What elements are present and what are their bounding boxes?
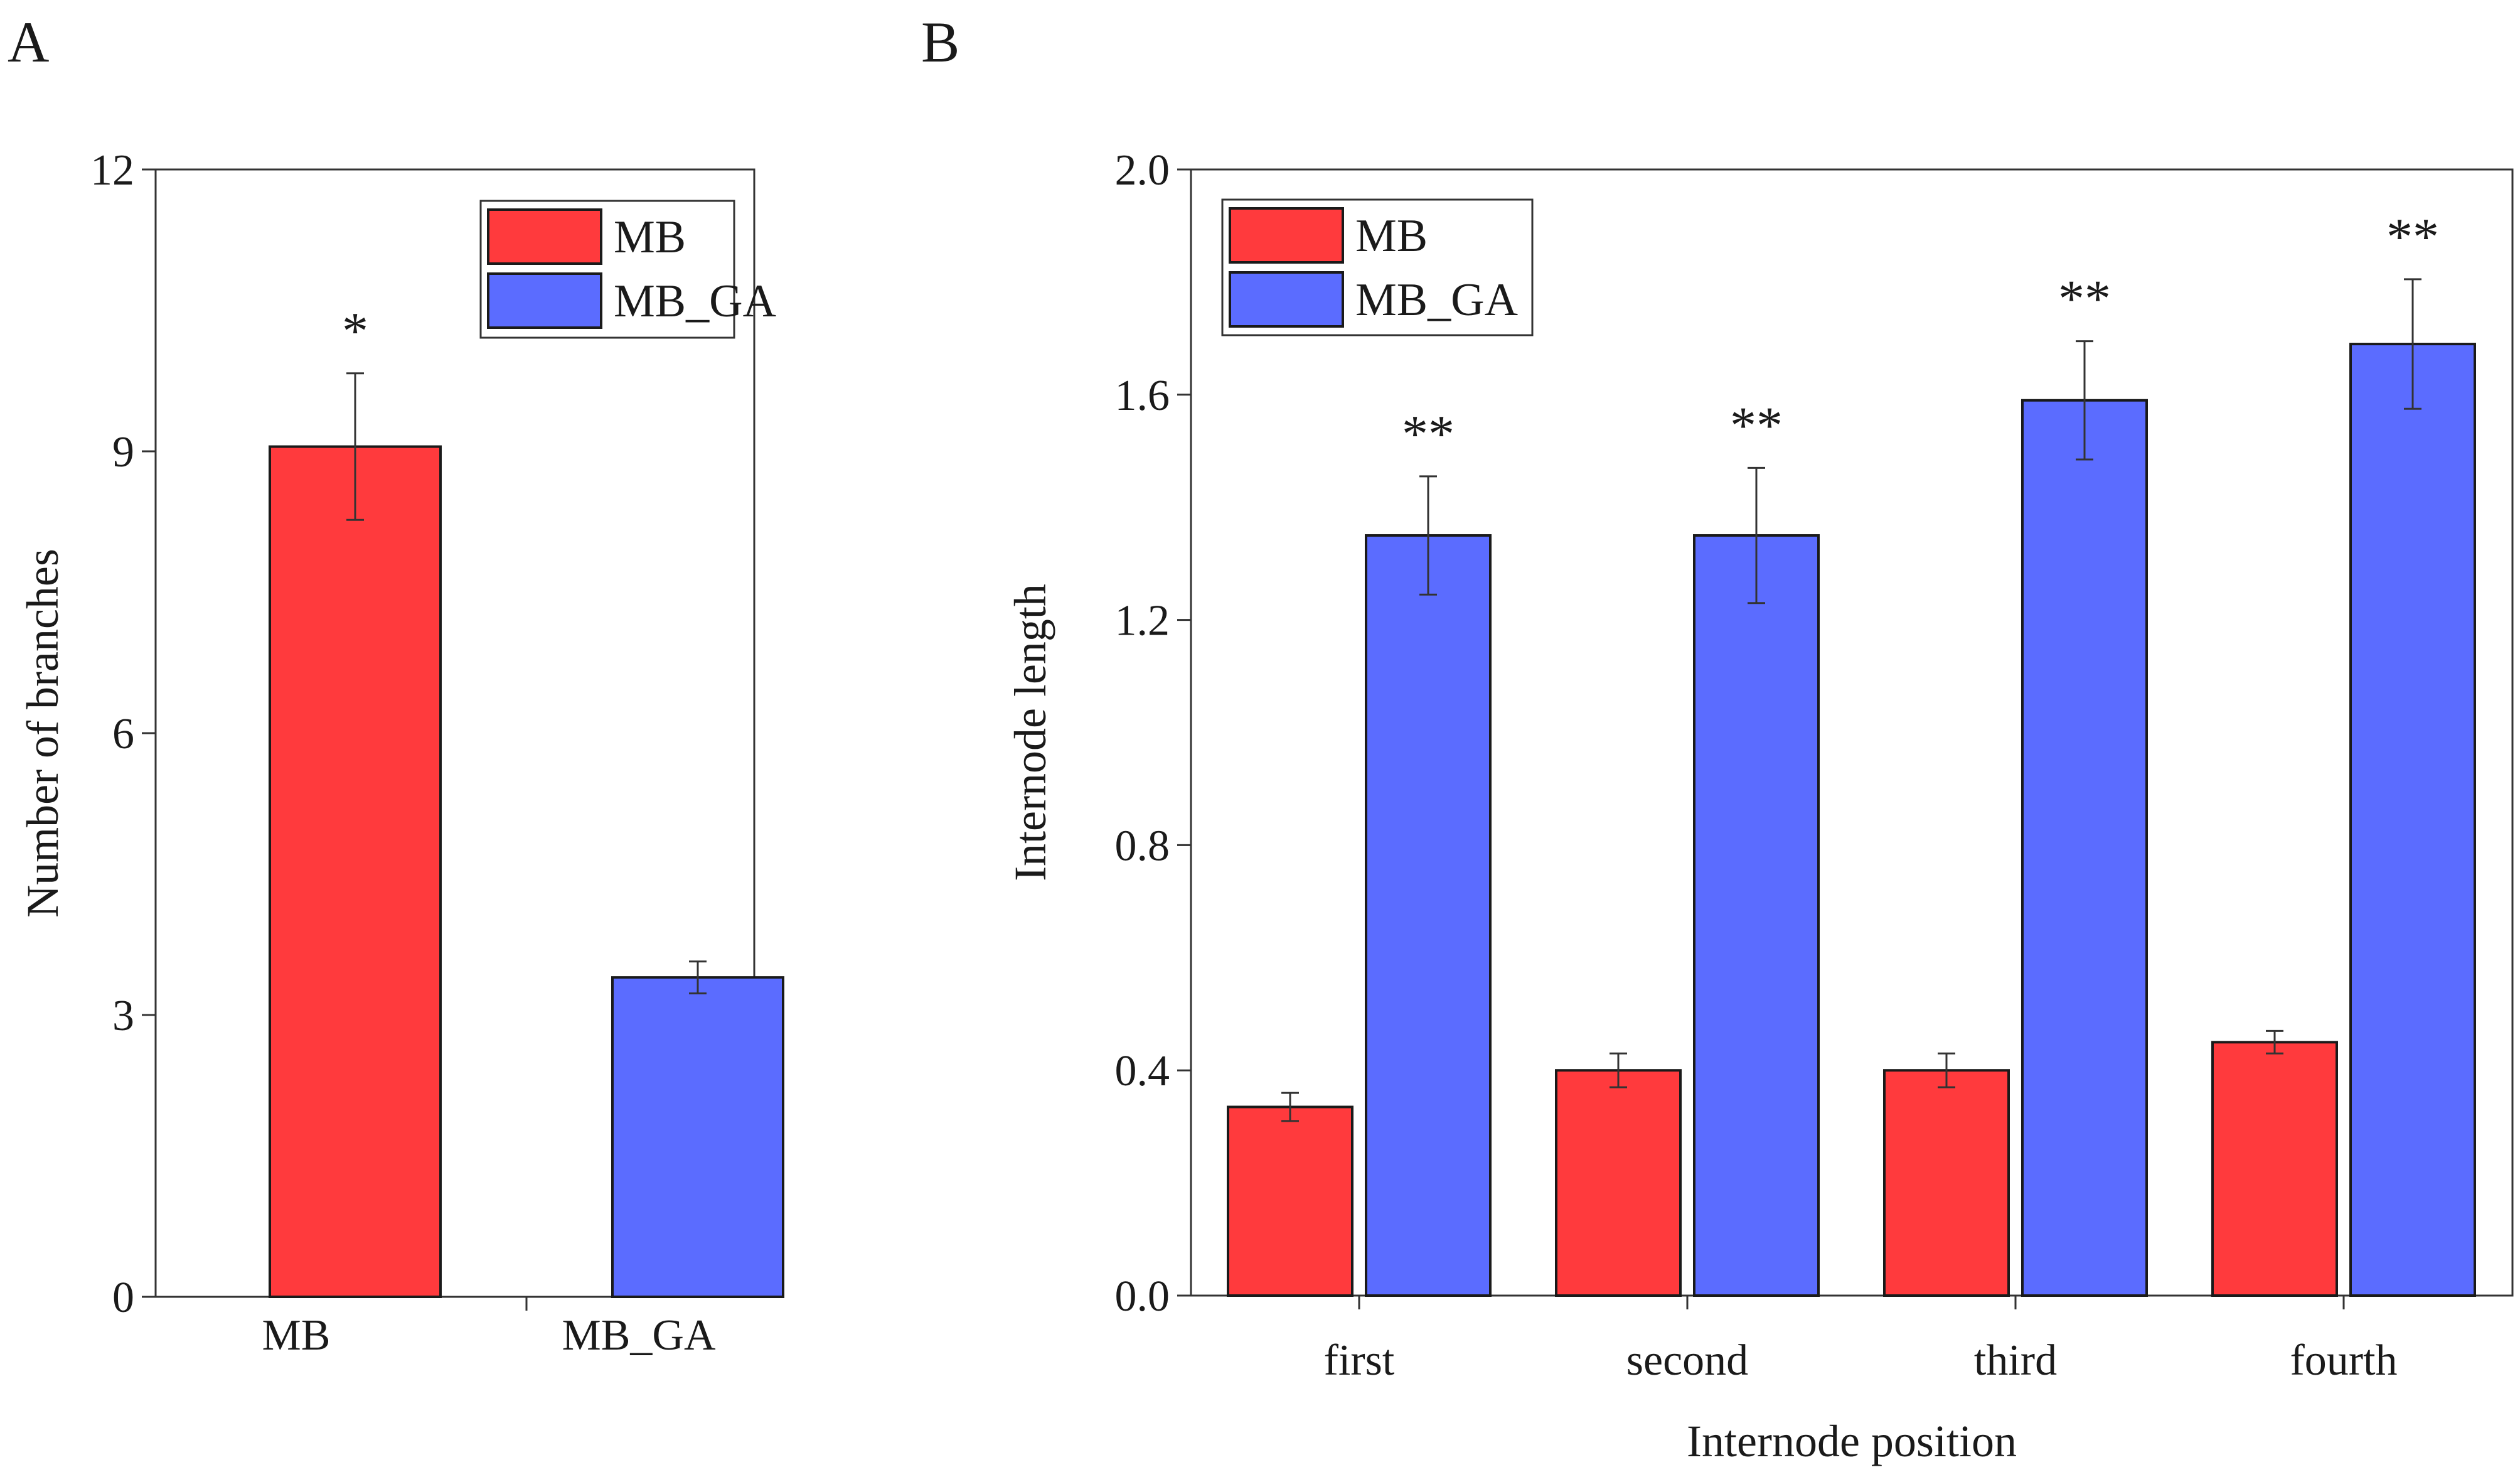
legend-label-mb-ga: MB_GA [1355, 274, 1518, 326]
legend-swatch-mb [487, 208, 602, 265]
chart-b-internode-length: 0.0 0.4 0.8 1.2 1.6 2.0 Internode length first *… [1005, 146, 2514, 1466]
y-tick-label: 1.2 [1115, 597, 1170, 645]
y-tick-label: 9 [112, 428, 134, 476]
bar-mb-ga-mb-ga [611, 976, 784, 1298]
y-tick-label: 3 [112, 992, 134, 1040]
y-tick-label: 0.4 [1115, 1047, 1170, 1095]
y-tick-label: 0.0 [1115, 1272, 1170, 1321]
x-tick-label-third: third [1974, 1336, 2057, 1385]
y-tick-label: 2.0 [1115, 146, 1170, 195]
significance-second: ** [1730, 396, 1783, 454]
panel-a-letter: A [8, 10, 49, 74]
legend-label-mb: MB [1355, 210, 1428, 262]
legend-swatch-mb-ga [487, 272, 602, 329]
bar-mb-mb [269, 445, 442, 1298]
bar-mb-third [1883, 1069, 2010, 1297]
legend-label-mb: MB [614, 212, 686, 263]
x-tick-label-second: second [1626, 1336, 1748, 1385]
chart-a-number-of-branches: 0 3 6 9 12 Number of branches MB * MB_GA MB MB_GA [18, 146, 784, 1360]
x-tick-label-mb-ga: MB_GA [562, 1311, 715, 1360]
significance-mb: * [342, 302, 368, 360]
legend-swatch-mb-ga [1229, 271, 1344, 328]
y-tick-label: 0 [112, 1274, 134, 1322]
legend-swatch-mb [1229, 207, 1344, 264]
x-tick-label-fourth: fourth [2290, 1336, 2397, 1385]
legend-label-mb-ga: MB_GA [614, 276, 776, 327]
bar-mb-ga-second [1693, 534, 1820, 1297]
y-axis-label: Number of branches [18, 549, 68, 918]
bar-mb-ga-fourth [2349, 343, 2476, 1297]
x-tick-label-first: first [1324, 1336, 1395, 1385]
bar-mb-first [1227, 1105, 1353, 1297]
significance-third: ** [2058, 270, 2111, 328]
significance-first: ** [1402, 405, 1455, 463]
plot-frame [1190, 168, 2514, 1297]
significance-fourth: ** [2386, 208, 2439, 266]
x-axis-label: Internode position [1687, 1416, 2017, 1466]
bar-mb-fourth [2211, 1041, 2338, 1297]
y-tick-label: 1.6 [1115, 372, 1170, 420]
y-axis-label: Internode length [1005, 584, 1055, 881]
panel-b-letter: B [921, 10, 959, 74]
bar-mb-ga-first [1365, 534, 1492, 1297]
y-tick-label: 12 [90, 146, 134, 195]
bar-mb-ga-third [2021, 399, 2148, 1297]
x-tick-label-mb: MB [262, 1311, 331, 1360]
y-tick-label: 6 [112, 710, 134, 758]
y-tick-label: 0.8 [1115, 822, 1170, 870]
bar-mb-second [1555, 1069, 1682, 1297]
